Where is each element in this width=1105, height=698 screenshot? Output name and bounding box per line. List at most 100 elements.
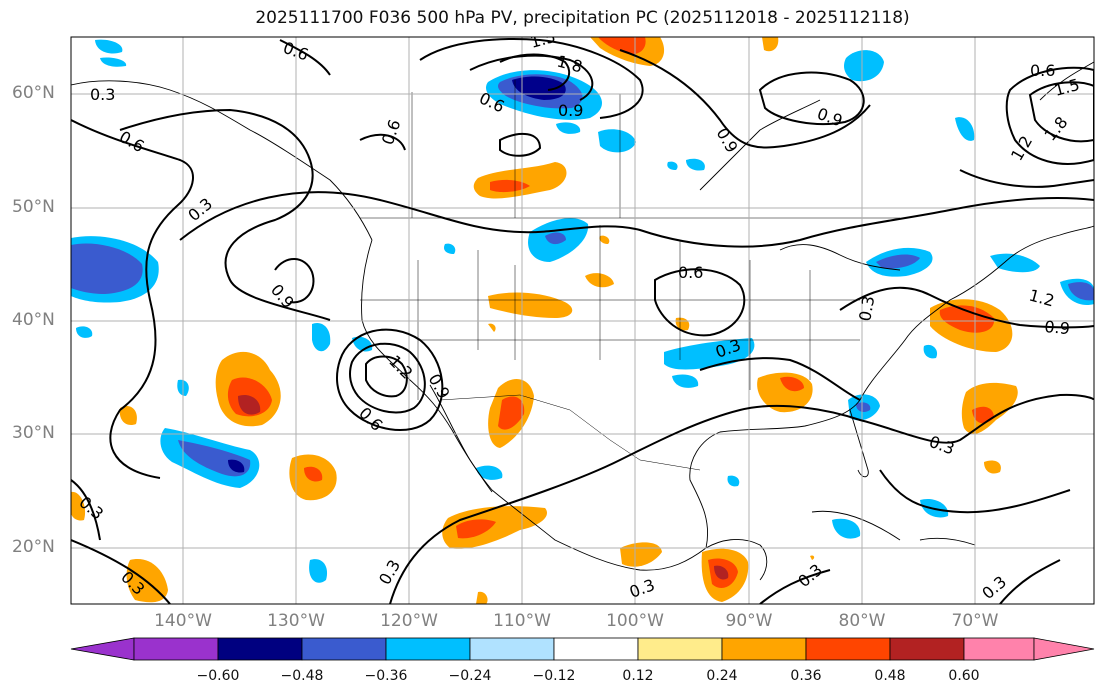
- colorbar-tick: 0.24: [706, 668, 738, 684]
- colorbar-bin: [963, 637, 1035, 661]
- contour-03-big: [179, 191, 1094, 248]
- coast-cuba: [811, 510, 901, 541]
- contour-09-ne: [839, 286, 1094, 329]
- contour-canada-top: [419, 38, 644, 119]
- pv-contours: [71, 38, 1094, 604]
- shade-red-pacific-mex: [456, 519, 496, 539]
- coast-gulf: [689, 399, 861, 549]
- lat-label: 60°N: [12, 83, 55, 103]
- borders: [360, 80, 900, 471]
- shade-blue-lab: [955, 117, 975, 141]
- shade-orange-small-2: [810, 555, 815, 560]
- shade-blue-hudson: [598, 129, 636, 153]
- shade-small-blue-nev: [444, 243, 456, 254]
- contour-06-alaska: [119, 108, 331, 321]
- shade-pacific-mid: [71, 243, 143, 294]
- shade-blue-mex: [476, 465, 503, 480]
- colorbar-tick: −0.24: [448, 668, 492, 684]
- shade-ne-red: [939, 305, 995, 333]
- colorbar-tick: 0.36: [790, 668, 822, 684]
- shade-top-left-blue: [95, 39, 123, 54]
- shade-small-blue-ont: [686, 158, 705, 171]
- colorbar-bin: [553, 637, 639, 661]
- shade-darkred-yucatan: [714, 565, 729, 580]
- contour-loop-09: [349, 342, 426, 414]
- coast-greenland: [1039, 61, 1094, 101]
- colorbar-bin: [721, 637, 807, 661]
- shade-canada-orange-2: [762, 37, 779, 52]
- contour-canada-18: [499, 53, 571, 91]
- lon-label: 70°W: [951, 611, 999, 631]
- lon-label: 110°W: [493, 611, 551, 631]
- shade-small-orange-mt: [599, 235, 610, 244]
- shade-band-dark: [228, 459, 245, 473]
- coast-baja: [429, 384, 493, 493]
- contour-label: 0.9: [1044, 317, 1071, 338]
- gridlines: [71, 37, 1094, 604]
- shade-prairie-red: [490, 179, 530, 193]
- shade-top-left-blue-2: [100, 57, 127, 67]
- contour-label: 0.9: [558, 101, 583, 120]
- shade-red-sonora: [498, 396, 525, 430]
- contour-label: 0.3: [90, 85, 115, 104]
- contour-03-left-s: [71, 479, 101, 541]
- colorbar-bin: [217, 637, 303, 661]
- coast-lakes: [779, 244, 901, 271]
- lon-label: 120°W: [380, 611, 438, 631]
- coast-yucatan: [705, 538, 768, 581]
- shade-colorado-orange: [488, 292, 573, 318]
- shade-blue-small: [556, 122, 581, 134]
- map-title: 2025111700 F036 500 hPa PV, precipitatio…: [255, 8, 910, 28]
- contour-06-canada: [619, 49, 871, 149]
- contour-03-west: [71, 119, 194, 479]
- coast-hispaniola: [919, 537, 976, 546]
- shade-orange-caribbean-s: [476, 591, 488, 604]
- contour-06-mid: [654, 268, 746, 337]
- contour-03-east: [959, 169, 1094, 188]
- shade-midwest-blue-2: [672, 374, 699, 388]
- lon-label: 80°W: [838, 611, 886, 631]
- lat-label: 40°N: [12, 310, 55, 330]
- shade-ne-blue: [923, 344, 938, 359]
- contour-03-se: [699, 357, 861, 401]
- lon-label: 90°W: [725, 611, 773, 631]
- shade-east-mid-2: [1068, 282, 1094, 301]
- lon-label: 100°W: [606, 611, 664, 631]
- shade-cuba-blue: [832, 518, 861, 539]
- lon-label: 140°W: [154, 611, 212, 631]
- contour-09-pac: [274, 258, 315, 304]
- contour-east-loop: [1005, 66, 1094, 165]
- colorbar-bin: [637, 637, 723, 661]
- contour-label: 0.6: [678, 263, 703, 282]
- contour-label: 0.3: [855, 294, 878, 322]
- contour-03-south: [71, 539, 171, 604]
- shade-small-blue-oh: [667, 161, 678, 170]
- plot-frame: [70, 36, 1095, 605]
- colorbar-tick: 0.48: [874, 668, 906, 684]
- contour-06-nw: [359, 133, 406, 151]
- contour-canada-15: [469, 54, 594, 101]
- coast-alaska: [71, 80, 373, 241]
- shade-small-blue-a: [76, 326, 93, 338]
- contour-label: 0.6: [1030, 61, 1055, 80]
- shade-red-c: [304, 466, 323, 482]
- colorbar-bin: [805, 637, 891, 661]
- shade-gulf-red: [780, 376, 804, 392]
- colorbar-tick: 0.60: [948, 668, 980, 684]
- shade-lakes-mid: [876, 254, 920, 269]
- colorbar-under: [70, 637, 135, 661]
- contour-03-caribbean: [879, 469, 1071, 514]
- colorbar-tick: −0.60: [196, 668, 240, 684]
- contour-06-small: [499, 132, 542, 157]
- shade-atl-orange-2: [984, 460, 1001, 474]
- contour-03-se-sea: [999, 559, 1061, 604]
- shade-small-blue-gulf: [727, 475, 740, 487]
- shade-orange-b: [119, 405, 137, 426]
- shade-se-mid: [856, 402, 871, 412]
- contour-east-loop-2: [1028, 81, 1094, 143]
- shade-blue-east-canada: [844, 50, 884, 82]
- colorbar: [70, 637, 1095, 661]
- colorbar-tick: 0.12: [622, 668, 654, 684]
- shade-atl-red: [972, 406, 994, 424]
